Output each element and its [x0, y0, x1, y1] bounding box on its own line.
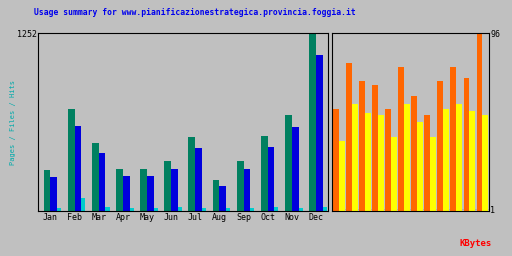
Text: Usage summary for www.pianificazionestrategica.provincia.foggia.it: Usage summary for www.pianificazionestra… [34, 8, 355, 17]
Bar [51, 177, 57, 211]
Bar [352, 104, 358, 211]
Bar [482, 115, 488, 211]
Bar [391, 137, 397, 211]
Bar [285, 115, 292, 211]
Y-axis label: Pages / Files / Hits: Pages / Files / Hits [10, 80, 16, 165]
Bar [385, 109, 391, 211]
Bar [219, 186, 226, 211]
Bar [430, 137, 436, 211]
Bar [323, 207, 327, 211]
Bar [477, 33, 482, 211]
Bar [424, 115, 430, 211]
Bar [463, 78, 470, 211]
Bar [147, 176, 154, 211]
Bar [470, 111, 475, 211]
Bar [359, 81, 365, 211]
Bar [92, 143, 99, 211]
Bar [164, 162, 171, 211]
Text: KBytes: KBytes [459, 239, 492, 248]
Bar [261, 136, 268, 211]
Bar [244, 169, 250, 211]
Bar [226, 208, 230, 211]
Bar [237, 162, 244, 211]
Bar [188, 137, 195, 211]
Bar [105, 207, 110, 211]
Bar [68, 109, 75, 211]
Bar [140, 168, 147, 211]
Bar [292, 127, 298, 211]
Bar [130, 208, 134, 211]
Bar [372, 85, 378, 211]
Bar [123, 176, 130, 211]
Bar [339, 141, 345, 211]
Bar [437, 81, 443, 211]
Bar [171, 168, 178, 211]
Bar [195, 148, 202, 211]
Bar [212, 180, 219, 211]
Bar [99, 153, 105, 211]
Bar [298, 208, 303, 211]
Bar [443, 109, 449, 211]
Bar [178, 207, 182, 211]
Bar [411, 96, 417, 211]
Bar [333, 109, 339, 211]
Bar [75, 126, 81, 211]
Bar [268, 147, 274, 211]
Bar [154, 208, 158, 211]
Bar [81, 198, 86, 211]
Bar [116, 169, 123, 211]
Bar [202, 208, 206, 211]
Bar [451, 67, 456, 211]
Bar [250, 208, 254, 211]
Bar [398, 67, 404, 211]
Bar [404, 104, 410, 211]
Bar [456, 104, 462, 211]
Bar [309, 33, 316, 211]
Bar [57, 208, 61, 211]
Bar [346, 63, 352, 211]
Bar [378, 115, 384, 211]
Bar [274, 207, 279, 211]
Bar [365, 113, 371, 211]
Bar [417, 122, 423, 211]
Bar [316, 55, 323, 211]
Bar [44, 170, 51, 211]
